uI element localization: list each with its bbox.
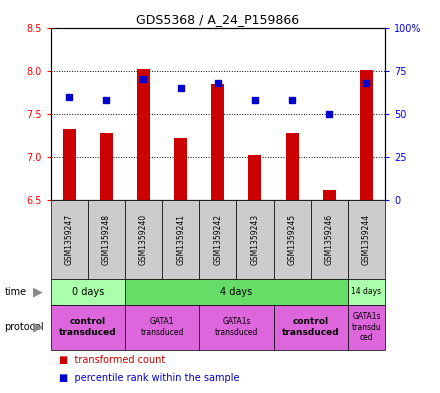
- Bar: [360, 70, 373, 200]
- Title: GDS5368 / A_24_P159866: GDS5368 / A_24_P159866: [136, 13, 299, 26]
- Text: control
transduced: control transduced: [282, 318, 340, 337]
- Bar: [100, 133, 113, 200]
- Bar: [286, 133, 299, 200]
- Text: ■  transformed count: ■ transformed count: [59, 355, 165, 365]
- Bar: [51, 200, 88, 279]
- Bar: [137, 69, 150, 200]
- Bar: [62, 129, 76, 200]
- Bar: [249, 156, 261, 200]
- Bar: [51, 279, 125, 305]
- Bar: [348, 279, 385, 305]
- Text: GATA1s
transduced: GATA1s transduced: [215, 318, 258, 337]
- Bar: [274, 200, 311, 279]
- Text: GSM1359247: GSM1359247: [65, 214, 73, 265]
- Bar: [88, 200, 125, 279]
- Text: 0 days: 0 days: [72, 287, 104, 297]
- Text: ▶: ▶: [33, 321, 42, 334]
- Bar: [199, 305, 274, 350]
- Text: control
transduced: control transduced: [59, 318, 117, 337]
- Bar: [125, 200, 162, 279]
- Text: 4 days: 4 days: [220, 287, 253, 297]
- Bar: [348, 305, 385, 350]
- Bar: [211, 84, 224, 200]
- Text: GATA1s
transdu
ced: GATA1s transdu ced: [352, 312, 381, 342]
- Bar: [125, 279, 348, 305]
- Text: GSM1359246: GSM1359246: [325, 214, 334, 265]
- Text: ▶: ▶: [33, 285, 42, 298]
- Bar: [174, 138, 187, 200]
- Bar: [323, 190, 336, 200]
- Text: time: time: [4, 287, 26, 297]
- Bar: [125, 305, 199, 350]
- Text: GSM1359240: GSM1359240: [139, 214, 148, 265]
- Text: GATA1
transduced: GATA1 transduced: [140, 318, 184, 337]
- Bar: [311, 200, 348, 279]
- Bar: [274, 305, 348, 350]
- Text: GSM1359244: GSM1359244: [362, 214, 371, 265]
- Bar: [51, 305, 125, 350]
- Bar: [348, 200, 385, 279]
- Text: GSM1359242: GSM1359242: [213, 214, 222, 265]
- Text: ■  percentile rank within the sample: ■ percentile rank within the sample: [59, 373, 240, 383]
- Text: 14 days: 14 days: [352, 287, 381, 296]
- Text: protocol: protocol: [4, 322, 44, 332]
- Text: GSM1359245: GSM1359245: [288, 214, 297, 265]
- Text: GSM1359248: GSM1359248: [102, 214, 111, 265]
- Bar: [162, 200, 199, 279]
- Bar: [199, 200, 236, 279]
- Bar: [236, 200, 274, 279]
- Text: GSM1359241: GSM1359241: [176, 214, 185, 265]
- Text: GSM1359243: GSM1359243: [250, 214, 260, 265]
